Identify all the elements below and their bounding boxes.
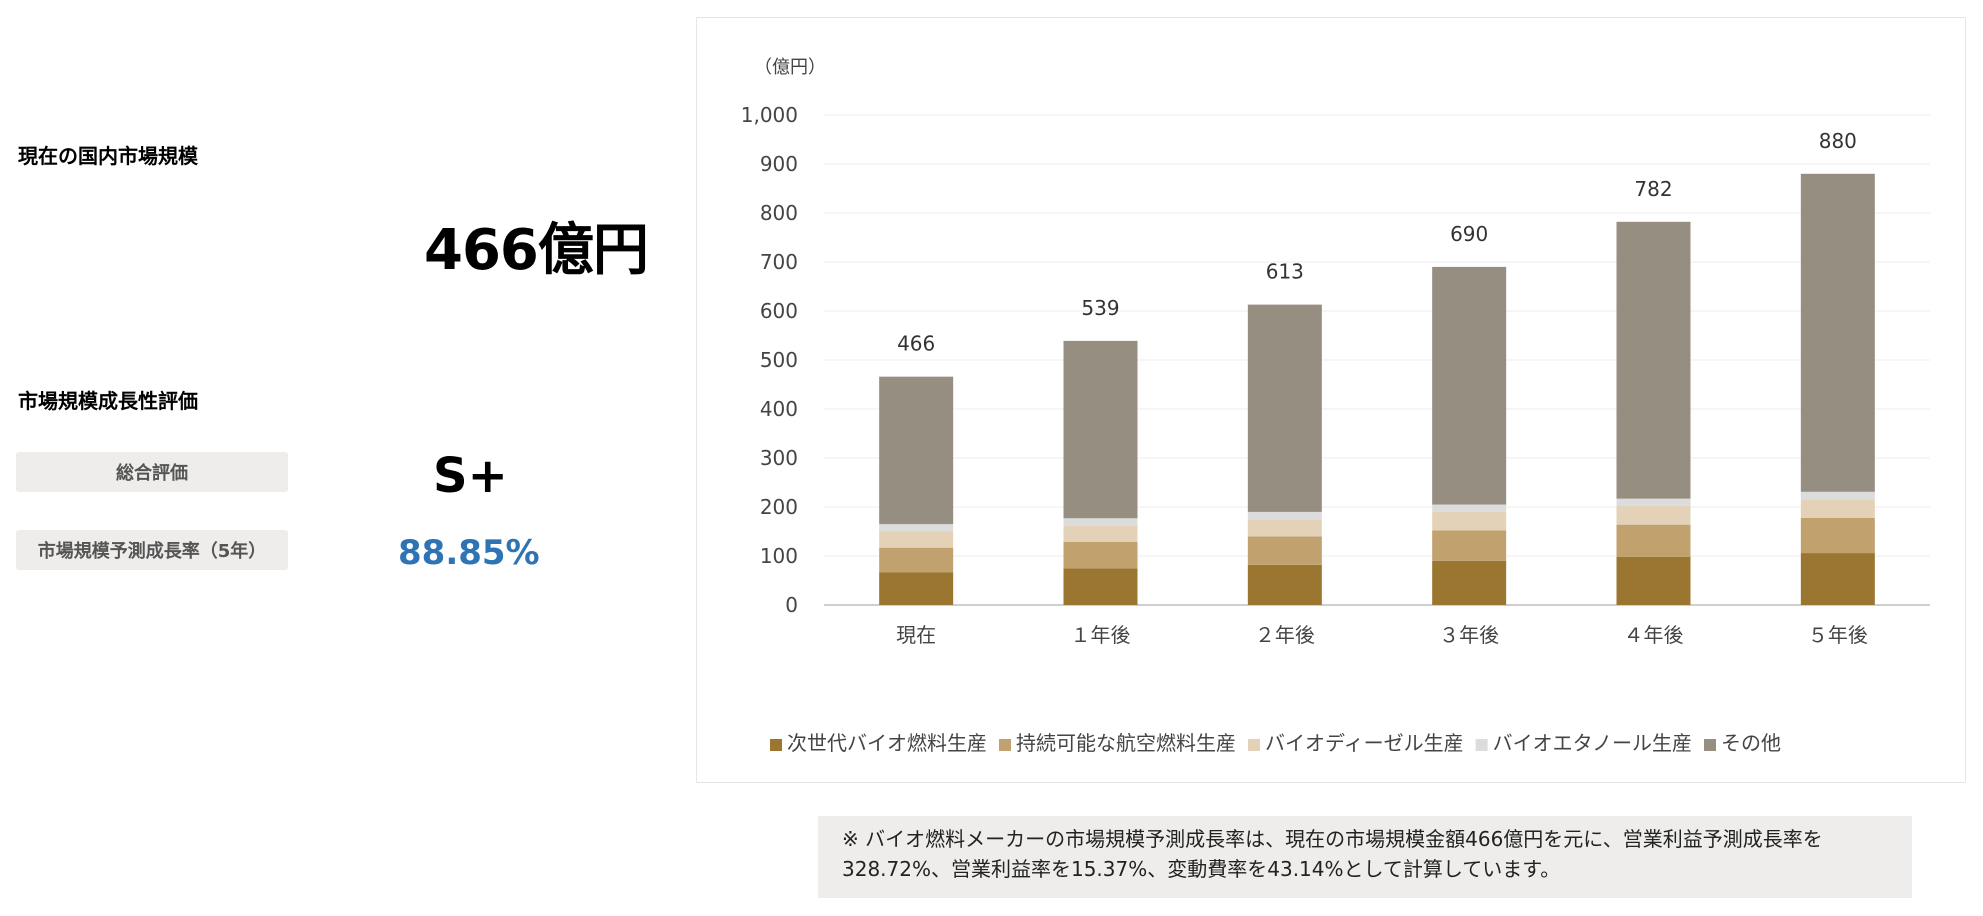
bar-total-label: 690 <box>1450 222 1488 246</box>
bar-segment <box>879 376 954 525</box>
bar-segment <box>1432 266 1507 505</box>
bar-segment <box>1063 568 1138 605</box>
bar-segment <box>1247 519 1322 537</box>
bar-segment <box>1247 536 1322 565</box>
bar-segment <box>1063 518 1138 526</box>
bar-segment <box>1247 564 1322 605</box>
market-size-label: 現在の国内市場規模 <box>18 144 198 168</box>
y-tick-label: 400 <box>760 397 798 421</box>
legend-swatch <box>999 739 1011 751</box>
bar-segment <box>1063 541 1138 569</box>
legend-label: バイオディーゼル生産 <box>1265 731 1464 755</box>
bar-segment <box>1800 517 1875 554</box>
bar-segment <box>1063 525 1138 542</box>
y-tick-label: 800 <box>760 201 798 225</box>
market-size-value: 466億円 <box>424 218 649 283</box>
legend-label: バイオエタノール生産 <box>1493 731 1692 755</box>
bar-total-label: 613 <box>1266 260 1304 284</box>
y-tick-label: 100 <box>760 544 798 568</box>
bar-segment <box>879 524 954 532</box>
bar-segment <box>1800 553 1875 605</box>
y-tick-label: 200 <box>760 495 798 519</box>
x-tick-label: ３年後 <box>1439 623 1499 647</box>
bar-segment <box>879 572 954 605</box>
bar-segment <box>1247 304 1322 512</box>
y-tick-label: 1,000 <box>741 103 798 127</box>
overall-eval-pill: 総合評価 <box>16 452 288 492</box>
bar-segment <box>1247 511 1322 520</box>
x-tick-label: １年後 <box>1071 623 1131 647</box>
y-tick-label: 700 <box>760 250 798 274</box>
market-size-chart: 0 100 200 300 400 500 600 700 800 900 1,000 （億円） 466… <box>741 57 1930 755</box>
bar-total-label: 466 <box>897 332 935 356</box>
bar-segment <box>1800 491 1875 500</box>
overall-grade-value: S+ <box>433 448 508 504</box>
chart-frame <box>696 17 1966 783</box>
bar-segment <box>1063 340 1138 519</box>
bar-total-label: 880 <box>1819 129 1857 153</box>
legend-label: 次世代バイオ燃料生産 <box>787 731 987 755</box>
legend-swatch <box>1704 739 1717 751</box>
bar-segment <box>1800 173 1875 492</box>
bar-segment <box>1432 511 1507 531</box>
y-unit-label: （億円） <box>754 57 826 78</box>
growth-eval-label: 市場規模成長性評価 <box>18 389 198 413</box>
bar-segment <box>1616 498 1691 507</box>
x-tick-label: ４年後 <box>1624 623 1684 647</box>
y-tick-label: 600 <box>760 299 798 323</box>
bar-segment <box>1432 530 1507 561</box>
bar-segment <box>1616 524 1691 557</box>
legend-swatch <box>770 739 782 751</box>
bar-segment <box>1432 560 1507 605</box>
bar-segment <box>1432 504 1507 512</box>
legend-swatch <box>1475 739 1488 751</box>
bar-segment <box>1616 506 1691 525</box>
bar-total-label: 782 <box>1634 177 1672 201</box>
footnote: ※ バイオ燃料メーカーの市場規模予測成長率は、現在の市場規模金額466億円を元に… <box>818 816 1912 898</box>
bar-segment <box>879 531 954 548</box>
growth-rate-value: 88.85% <box>398 533 540 573</box>
y-tick-label: 500 <box>760 348 798 372</box>
growth-rate-pill: 市場規模予測成長率（5年） <box>16 530 288 570</box>
bar-total-label: 539 <box>1081 296 1119 320</box>
bar-segment <box>1616 556 1691 605</box>
y-tick-label: 300 <box>760 446 798 470</box>
bar-segment <box>1800 499 1875 518</box>
y-tick-label: 900 <box>760 152 798 176</box>
bar-segment <box>879 547 954 573</box>
y-tick-label: 0 <box>785 593 798 617</box>
legend-swatch <box>1248 739 1260 751</box>
legend-label: 持続可能な航空燃料生産 <box>1016 731 1236 755</box>
x-tick-label: 現在 <box>896 623 936 647</box>
x-tick-label: ２年後 <box>1255 623 1315 647</box>
legend-label: その他 <box>1721 731 1781 755</box>
x-tick-label: ５年後 <box>1808 623 1868 647</box>
bar-segment <box>1616 221 1691 499</box>
